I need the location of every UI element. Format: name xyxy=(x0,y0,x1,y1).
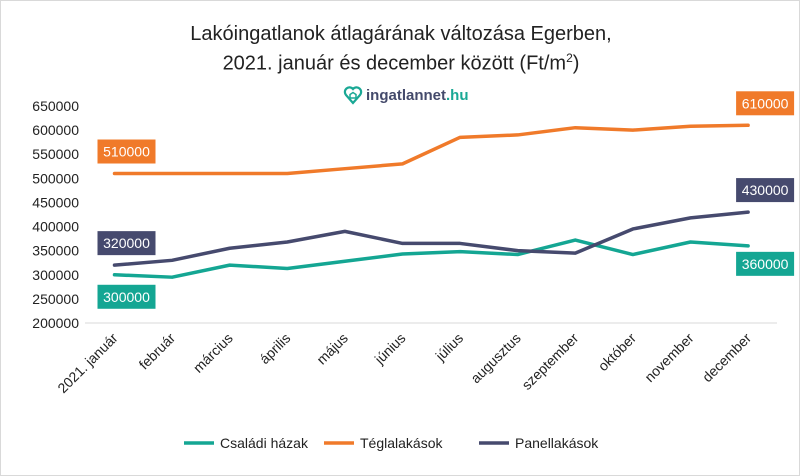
data-label-box xyxy=(736,178,795,203)
y-tick-label: 600000 xyxy=(32,122,79,138)
chart-title-line2: 2021. január és december között (Ft/m2) xyxy=(222,51,580,75)
data-label-box xyxy=(736,91,795,116)
data-label-box xyxy=(97,139,156,164)
series-line-2 xyxy=(112,210,750,267)
data-label: 320000 xyxy=(103,235,150,251)
y-tick-label: 650000 xyxy=(32,98,79,114)
y-tick-label: 550000 xyxy=(32,146,79,162)
x-tick-label: augusztus xyxy=(467,330,523,386)
x-tick-label: április xyxy=(256,330,293,367)
x-tick-label: május xyxy=(313,330,351,368)
y-tick-label: 300000 xyxy=(32,267,79,283)
series-line-1 xyxy=(112,123,750,176)
y-tick-label: 400000 xyxy=(32,219,79,235)
data-label: 610000 xyxy=(742,95,789,111)
x-tick-label: február xyxy=(136,330,179,373)
y-tick-label: 200000 xyxy=(32,315,79,331)
series-line-0 xyxy=(112,238,750,279)
legend-label: Családi házak xyxy=(220,435,309,451)
logo-tld: .hu xyxy=(446,86,469,104)
data-label: 430000 xyxy=(742,182,789,198)
legend-label: Panellakások xyxy=(515,435,599,451)
x-tick-label: július xyxy=(432,330,467,365)
x-tick-label: március xyxy=(190,330,236,376)
y-tick-label: 500000 xyxy=(32,170,79,186)
x-tick-label: október xyxy=(595,330,640,375)
data-label-box xyxy=(97,284,156,309)
y-tick-label: 450000 xyxy=(32,194,79,210)
y-tick-label: 350000 xyxy=(32,243,79,259)
x-tick-label: június xyxy=(371,330,409,368)
x-tick-label: november xyxy=(641,330,697,386)
x-tick-label: szeptember xyxy=(518,330,581,393)
house-heart-icon xyxy=(343,86,363,105)
data-label: 300000 xyxy=(103,289,150,305)
chart-title-line1: Lakóingatlanok átlagárának változása Ege… xyxy=(190,23,612,45)
logo: ingatlannet .hu xyxy=(343,85,469,105)
y-tick-label: 250000 xyxy=(32,291,79,307)
logo-name: ingatlannet xyxy=(366,86,447,104)
x-tick-label: december xyxy=(699,330,755,386)
legend-label: Téglalakások xyxy=(360,435,443,451)
data-label-box xyxy=(97,231,156,256)
data-label: 510000 xyxy=(103,144,150,160)
data-label: 360000 xyxy=(742,256,789,272)
data-label-box xyxy=(736,251,795,276)
x-tick-label: 2021. január xyxy=(54,330,121,397)
